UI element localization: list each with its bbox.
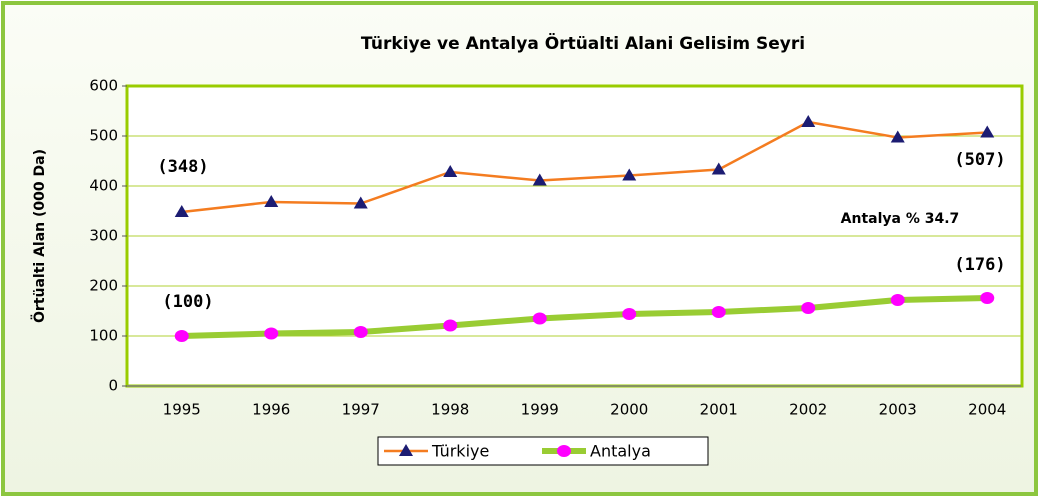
legend-label: Antalya: [590, 442, 651, 461]
marker: [980, 125, 995, 138]
marker: [174, 205, 189, 217]
y-tick-label: 500: [89, 127, 118, 145]
marker: [532, 312, 547, 325]
marker: [801, 115, 816, 127]
marker: [353, 326, 368, 338]
marker: [174, 330, 189, 342]
x-tick-label: 2004: [968, 401, 1006, 419]
y-tick-label: 100: [89, 327, 118, 345]
marker: [622, 168, 637, 181]
marker: [443, 165, 458, 177]
y-tick-label: 600: [89, 77, 118, 95]
x-tick-label: 1995: [163, 401, 201, 419]
y-tick-label: 200: [89, 277, 118, 295]
x-tick-label: 1996: [252, 401, 290, 419]
marker: [264, 327, 279, 340]
annotation: Antalya % 34.7: [841, 211, 960, 227]
marker: [980, 292, 995, 304]
marker: [622, 308, 637, 320]
x-tick-label: 2002: [789, 401, 827, 419]
x-tick-label: 1997: [342, 401, 380, 419]
x-tick-label: 1999: [521, 401, 559, 419]
x-tick-label: 2001: [700, 401, 738, 419]
legend-marker: [557, 445, 571, 457]
y-tick-label: 400: [89, 177, 118, 195]
marker: [264, 195, 279, 207]
marker: [532, 173, 547, 186]
chart-title: Türkiye ve Antalya Örtüalti Alani Gelisi…: [361, 32, 805, 54]
annotation: (348): [157, 157, 208, 177]
annotation: (507): [954, 150, 1005, 170]
x-tick-label: 2000: [610, 401, 648, 419]
marker: [443, 319, 458, 332]
marker: [890, 294, 905, 306]
x-tick-label: 2003: [879, 401, 917, 419]
marker: [711, 306, 726, 318]
marker: [801, 302, 816, 314]
marker: [353, 196, 368, 209]
marker: [890, 130, 905, 143]
legend-label: Türkiye: [431, 442, 489, 461]
y-tick-label: 300: [89, 227, 118, 245]
y-axis-label: Örtüalti Alan (000 Da): [30, 149, 48, 323]
annotation: (176): [954, 255, 1005, 275]
x-tick-label: 1998: [431, 401, 469, 419]
y-tick-label: 0: [108, 377, 118, 395]
annotation: (100): [162, 292, 213, 312]
legend-marker: [399, 444, 413, 456]
series-line: [181, 295, 988, 339]
marker: [711, 162, 726, 175]
series-line: [181, 120, 988, 214]
